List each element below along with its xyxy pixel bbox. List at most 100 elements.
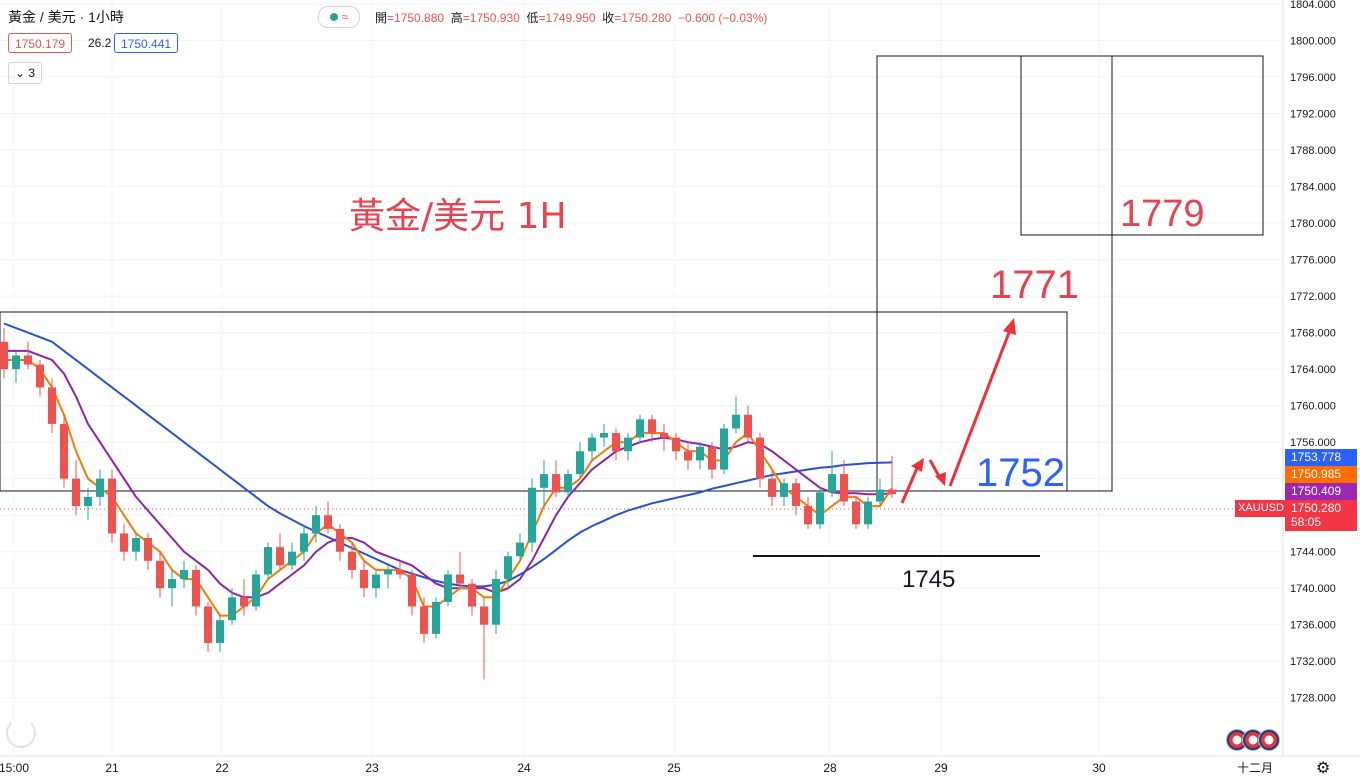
candle-body	[744, 414, 752, 438]
candle-body	[228, 597, 236, 621]
y-tick-label: 1772.000	[1290, 291, 1336, 303]
candle-body	[876, 489, 884, 502]
annotations: 黃金/美元 1H 1779 1771 1752 1745	[349, 193, 1205, 593]
time-axis[interactable]: 15:00 21 22 23 24 25 28 29 30 十二月	[0, 755, 1360, 775]
candle-body	[636, 419, 644, 438]
grid-lines	[0, 0, 1283, 756]
candle-body	[444, 574, 452, 602]
events-flags[interactable]	[1226, 729, 1280, 756]
x-tick-label: 十二月	[1237, 761, 1273, 775]
y-tick-label: 1764.000	[1290, 364, 1336, 376]
candle-body	[612, 433, 620, 452]
candle-body	[672, 437, 680, 452]
forecast-arrows[interactable]	[900, 318, 1016, 504]
candle-body	[480, 606, 488, 625]
candle-body	[696, 446, 704, 461]
rectangle-target-zone[interactable]	[876, 55, 1113, 492]
candle-body	[600, 433, 608, 438]
candle-body	[360, 569, 368, 589]
candle-body	[492, 579, 500, 625]
candle-body	[252, 574, 260, 607]
arrow-down-short-head	[935, 472, 946, 486]
candle-body	[708, 446, 716, 470]
open-value: =1750.880	[387, 11, 445, 25]
candle-body	[216, 620, 224, 643]
gear-icon[interactable]: ⚙	[1316, 760, 1331, 777]
candle-body	[660, 433, 668, 438]
annotation-1771: 1771	[990, 263, 1079, 307]
us-flag-icon[interactable]	[1258, 729, 1280, 751]
high-value: =1750.930	[462, 11, 520, 25]
x-tick-label: 28	[823, 761, 837, 775]
x-tick-label: 21	[105, 761, 119, 775]
y-tick-label: 1788.000	[1290, 145, 1336, 157]
open-label: 開	[375, 11, 388, 25]
candle-body	[264, 547, 272, 575]
candle-body	[456, 574, 464, 584]
price-axis[interactable]: 1728.000 1732.000 1736.000 1740.000 1744.000…	[1282, 0, 1360, 784]
y-tick-label: 1792.000	[1290, 109, 1336, 121]
x-tick-label: 24	[517, 761, 531, 775]
y-tick-label: 1740.000	[1290, 583, 1336, 595]
y-tick-label: 1780.000	[1290, 218, 1336, 230]
candle-body	[756, 437, 764, 479]
annotation-1779: 1779	[1120, 193, 1205, 235]
candle-body	[180, 569, 188, 580]
last-price-label: 1750.280	[1285, 500, 1357, 517]
indicators-count: 3	[28, 66, 36, 80]
low-label: 低	[526, 11, 539, 25]
y-tick-label: 1804.000	[1290, 0, 1336, 11]
candle-body	[0, 341, 8, 370]
candle-body	[168, 579, 176, 589]
candle-body	[888, 489, 896, 495]
candle-body	[792, 483, 800, 507]
close-value: =1750.280	[614, 11, 672, 25]
indicators-collapse-button[interactable]: ⌄ 3	[8, 62, 43, 84]
arrow-up-short-head	[911, 458, 924, 472]
compare-toggle[interactable]: ≈	[318, 6, 360, 28]
candle-body	[780, 483, 788, 497]
annotation-1745: 1745	[902, 566, 955, 593]
candle-body	[720, 428, 728, 470]
change-value: −0.600 (−0.03%)	[678, 11, 768, 25]
candle-body	[60, 423, 68, 479]
x-tick-label: 23	[365, 761, 379, 775]
candle-body	[324, 515, 332, 529]
candle-body	[204, 606, 212, 643]
rectangle-upper-zone[interactable]	[1020, 55, 1264, 236]
y-tick-label: 1736.000	[1290, 620, 1336, 632]
drawing-rectangles	[0, 55, 1283, 557]
y-tick-label: 1800.000	[1290, 36, 1336, 48]
y-tick-label: 1784.000	[1290, 182, 1336, 194]
candle-body	[96, 478, 104, 497]
loading-spinner-icon	[6, 718, 36, 748]
y-tick-label: 1760.000	[1290, 401, 1336, 413]
candle-body	[828, 474, 836, 493]
rectangle-resistance-zone[interactable]	[0, 311, 1068, 492]
candle-body	[768, 478, 776, 497]
candle-body	[576, 451, 584, 475]
y-tick-label: 1756.000	[1290, 437, 1336, 449]
candle-body	[804, 506, 812, 525]
arrow-up-long-head	[1003, 318, 1016, 335]
candle-body	[468, 583, 476, 607]
candle-body	[132, 538, 140, 552]
buy-button[interactable]: 1750.441	[114, 33, 179, 53]
candle-body	[528, 487, 536, 543]
candle-body	[48, 387, 56, 424]
symbol-title[interactable]: 黃金 / 美元 · 1小時	[8, 9, 124, 25]
x-tick-label: 30	[1092, 761, 1106, 775]
candle-body	[552, 474, 560, 493]
candle-body	[372, 574, 380, 589]
sell-button[interactable]: 1750.179	[8, 33, 73, 53]
candle-body	[624, 437, 632, 452]
candle-body	[300, 533, 308, 552]
candle-body	[36, 364, 44, 388]
candle-body	[420, 606, 428, 634]
candle-body	[84, 496, 92, 507]
candle-body	[432, 601, 440, 634]
x-tick-label: 15:00	[0, 761, 29, 775]
symbol-tag: XAUUSD	[1235, 500, 1287, 517]
x-tick-label: 29	[934, 761, 948, 775]
